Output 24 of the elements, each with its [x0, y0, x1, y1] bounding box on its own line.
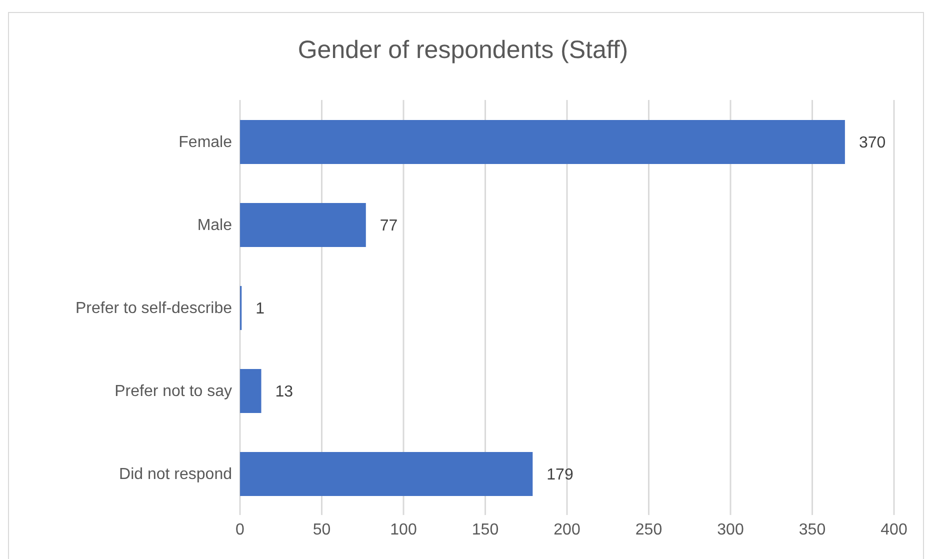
x-tick-label: 350: [798, 521, 826, 538]
chart-title: Gender of respondents (Staff): [296, 36, 630, 65]
x-tick-label: 150: [472, 521, 499, 538]
y-tick-label: Did not respond: [119, 466, 232, 484]
y-tick-label: Male: [197, 217, 232, 234]
bar: [240, 120, 845, 164]
data-label: 1: [256, 300, 265, 318]
y-tick-label: Female: [178, 134, 232, 152]
data-label: 13: [275, 384, 294, 401]
x-tick-label: 300: [717, 521, 744, 538]
bar: [240, 452, 533, 496]
y-tick-label: Prefer not to say: [114, 383, 232, 400]
data-label: 370: [858, 134, 886, 152]
x-tick-label: 100: [390, 521, 417, 538]
x-tick-label: 50: [312, 521, 331, 538]
data-label: 77: [380, 218, 398, 235]
x-tick-label: 400: [880, 521, 908, 538]
x-tick-label: 0: [236, 521, 245, 538]
bar: [240, 203, 366, 247]
x-tick-label: 250: [635, 521, 662, 538]
data-label: 179: [546, 466, 574, 484]
y-tick-label: Prefer to self-describe: [75, 300, 232, 318]
x-tick-label: 200: [554, 521, 580, 538]
bar: [240, 369, 262, 413]
